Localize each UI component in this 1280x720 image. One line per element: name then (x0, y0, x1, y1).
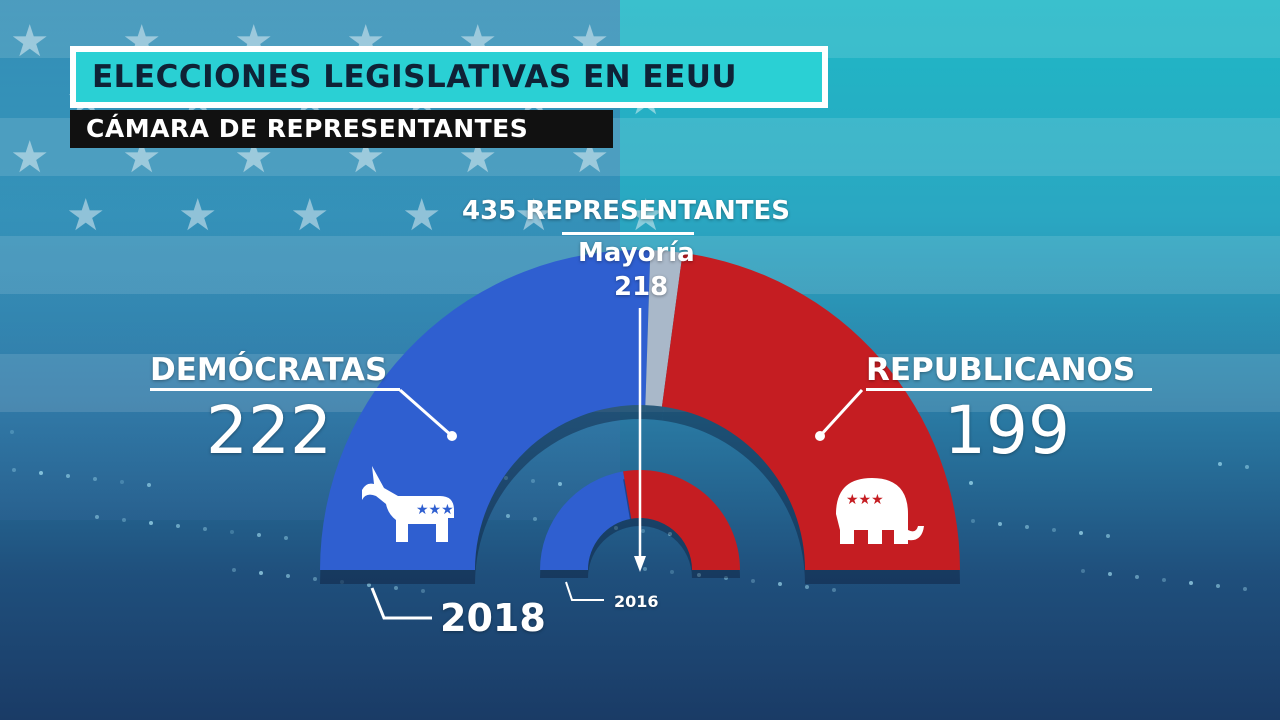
sparkle-dot (751, 579, 755, 583)
donkey-icon: ★★★ (362, 466, 454, 542)
sparkle-dot (614, 526, 618, 530)
elephant-icon: ★★★ (836, 478, 924, 544)
majority-arrow (634, 556, 646, 572)
sparkle-dot (12, 468, 16, 472)
sparkle-dot (504, 476, 508, 480)
sparkle-dot (558, 482, 562, 486)
sparkle-dot (122, 518, 126, 522)
year-2018-leader (370, 587, 432, 620)
sparkle-dot (259, 571, 263, 575)
sparkle-dot (95, 515, 99, 519)
dem-seat-count: 222 (206, 392, 332, 469)
sparkle-dot (1245, 465, 1249, 469)
sparkle-dot (149, 521, 153, 525)
sparkle-dot (643, 567, 647, 571)
dem-party-name: DEMÓCRATAS (150, 352, 388, 388)
sparkle-dot (724, 576, 728, 580)
flag-star: ★ (10, 16, 50, 67)
flag-star: ★ (626, 190, 666, 241)
sparkle-dot (778, 582, 782, 586)
sparkle-dot (1106, 534, 1110, 538)
sparkle-dot (176, 524, 180, 528)
sparkle-dot (1079, 531, 1083, 535)
year-2016-leader (565, 581, 604, 601)
sparkle-dot (1216, 584, 1220, 588)
svg-text:★★★: ★★★ (846, 492, 884, 508)
sparkle-dot (1052, 528, 1056, 532)
sparkle-dot (10, 430, 14, 434)
sparkle-dot (284, 536, 288, 540)
sparkle-dot (971, 519, 975, 523)
flag-star: ★ (290, 190, 330, 241)
sparkle-dot (421, 589, 425, 593)
rep-leader-line (818, 388, 864, 438)
sparkle-dot (531, 479, 535, 483)
majority-label: Mayoría (578, 238, 695, 268)
sparkle-dot (39, 471, 43, 475)
flag-star: ★ (514, 190, 554, 241)
title-box: ELECCIONES LEGISLATIVAS EN EEUU (70, 46, 828, 108)
sparkle-dot (805, 585, 809, 589)
sparkle-dot (286, 574, 290, 578)
flag-star: ★ (178, 190, 218, 241)
sparkle-dot (1218, 462, 1222, 466)
sparkle-dot (1108, 572, 1112, 576)
sparkle-dot (668, 532, 672, 536)
page-subtitle: CÁMARA DE REPRESENTANTES (70, 110, 613, 148)
sparkle-dot (230, 530, 234, 534)
sparkle-dot (697, 573, 701, 577)
sparkle-dot (232, 568, 236, 572)
rep-leader-dot (815, 431, 825, 441)
total-underline (562, 232, 694, 235)
sparkle-dot (969, 481, 973, 485)
sparkle-dot (506, 514, 510, 518)
rep-underline (866, 388, 1152, 391)
sparkle-dot (1025, 525, 1029, 529)
sparkle-dot (670, 570, 674, 574)
flag-star: ★ (66, 190, 106, 241)
sparkle-dot (93, 477, 97, 481)
svg-text:★★★: ★★★ (416, 502, 454, 518)
page-title: ELECCIONES LEGISLATIVAS EN EEUU (76, 52, 822, 102)
sparkle-dot (998, 522, 1002, 526)
sparkle-dot (1081, 569, 1085, 573)
flag-star: ★ (10, 132, 50, 183)
sparkle-dot (394, 586, 398, 590)
sparkle-dot (533, 517, 537, 521)
sparkle-dot (1162, 578, 1166, 582)
flag-star: ★ (402, 190, 442, 241)
sparkle-dot (147, 483, 151, 487)
sparkle-dot (340, 580, 344, 584)
dem-underline (150, 388, 400, 391)
sparkle-dot (1189, 581, 1193, 585)
sparkle-dot (832, 588, 836, 592)
sparkle-dot (313, 577, 317, 581)
sparkle-dot (1135, 575, 1139, 579)
sparkle-dot (1243, 587, 1247, 591)
year-2018-label: 2018 (440, 596, 546, 640)
sparkle-dot (367, 583, 371, 587)
sparkle-dot (120, 480, 124, 484)
majority-value: 218 (614, 272, 669, 302)
sparkle-dot (641, 529, 645, 533)
sparkle-dot (66, 474, 70, 478)
total-seats-label: 435 REPRESENTANTES (462, 196, 791, 226)
sparkle-dot (257, 533, 261, 537)
arc-2016-demócratas (540, 471, 632, 570)
rep-seat-count: 199 (944, 392, 1070, 469)
sparkle-dot (203, 527, 207, 531)
arc-2016-republicanos (623, 470, 740, 570)
arc-2018-demócratas (320, 250, 651, 570)
arc-2018-undecided (645, 250, 683, 407)
year-2016-label: 2016 (614, 592, 659, 611)
dem-leader-line (399, 388, 453, 438)
rep-party-name: REPUBLICANOS (866, 352, 1136, 388)
dem-leader-dot (447, 431, 457, 441)
